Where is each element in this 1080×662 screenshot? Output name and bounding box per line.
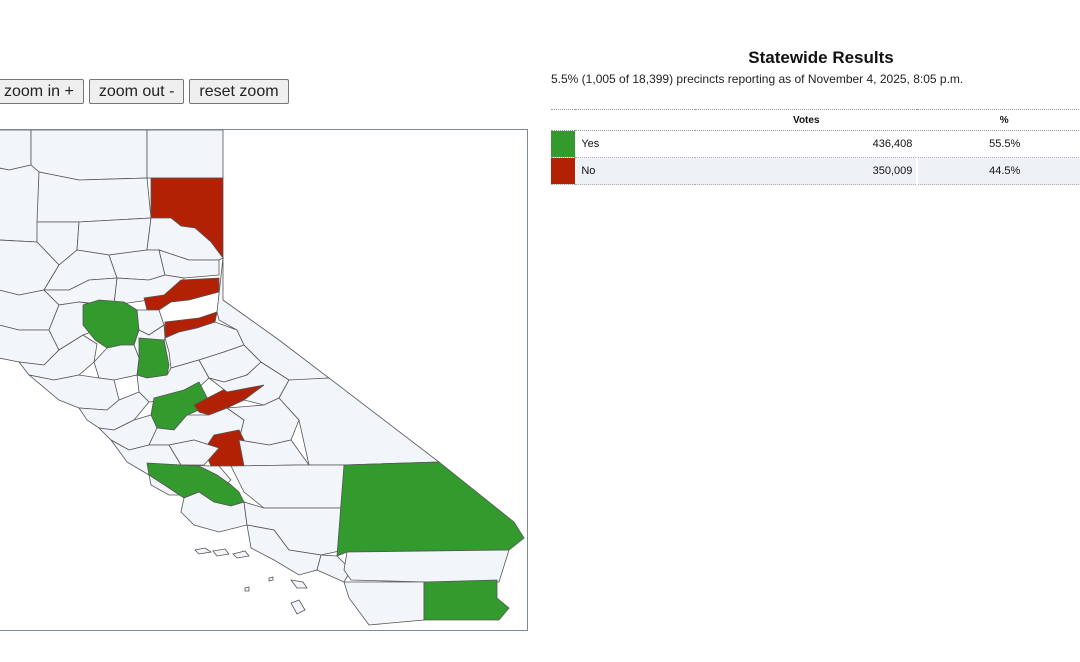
results-title: Statewide Results [748,48,894,67]
zoom-in-button[interactable]: zoom in + [0,79,84,104]
county-shape[interactable] [78,391,150,431]
county-shape[interactable] [336,461,525,557]
county-shape[interactable] [93,344,140,381]
choice-header [575,109,696,131]
county-shape[interactable] [30,130,148,181]
island-shape [232,550,250,559]
choice-label: Yes [575,130,696,158]
results-table-header: Votes % [551,109,1080,131]
county-map[interactable] [0,129,528,631]
county-shape[interactable] [28,374,120,411]
island-shape [290,599,306,615]
yes-color-swatch [551,131,575,157]
zoom-controls: zoom in + zoom out - reset zoom [0,79,289,104]
county-shape[interactable] [238,439,310,467]
island-shape [244,586,250,592]
county-shape[interactable] [423,579,510,621]
choice-label: No [575,157,696,185]
precincts-reporting-text: 5.5% (1,005 of 18,399) precincts reporti… [551,72,964,86]
result-row-yes: Yes 436,408 55.5% [551,130,1080,158]
island-shape [290,579,308,589]
california-county-map-svg[interactable] [0,130,528,631]
results-table: Votes % Yes 436,408 55.5% No 350,009 44.… [551,109,1080,185]
county-shape[interactable] [168,439,220,466]
county-shape[interactable] [146,130,224,179]
zoom-out-button[interactable]: zoom out - [88,79,185,104]
no-color-swatch [551,158,575,184]
color-header [551,109,576,131]
county-shape[interactable] [0,130,32,171]
county-shape[interactable] [76,217,152,256]
vote-count: 350,009 [695,157,919,185]
vote-percent: 55.5% [917,130,1080,158]
county-shape[interactable] [36,171,152,223]
county-shape[interactable] [136,337,170,379]
vote-percent: 44.5% [917,157,1080,185]
vote-count: 436,408 [695,130,919,158]
island-shape [194,547,213,555]
county-shape[interactable] [343,549,510,583]
county-shape[interactable] [316,554,352,583]
county-shape[interactable] [143,277,220,311]
county-shape[interactable] [343,581,425,626]
island-shape [268,576,274,582]
reset-zoom-button[interactable]: reset zoom [189,79,289,104]
county-shape[interactable] [0,164,40,243]
votes-header: Votes [695,109,918,131]
county-shape[interactable] [230,464,345,509]
result-row-no: No 350,009 44.5% [551,157,1080,185]
county-shape[interactable] [108,249,166,281]
percent-header: % [917,109,1080,131]
county-shape[interactable] [278,377,441,466]
island-shape [212,548,230,557]
